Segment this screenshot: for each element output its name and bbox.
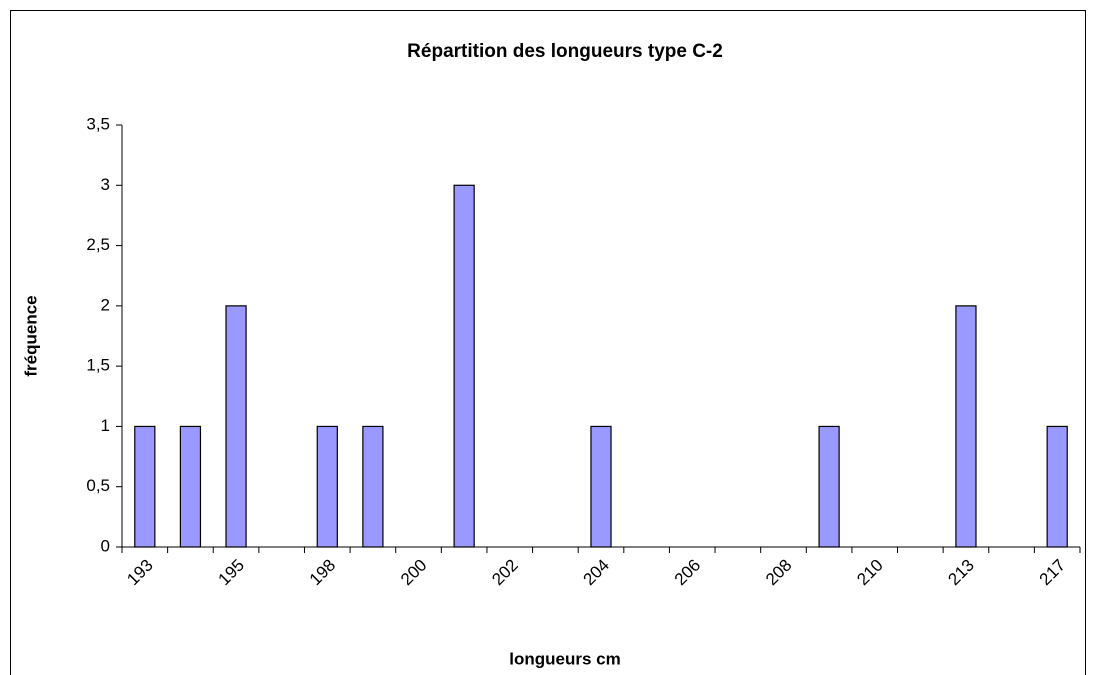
- y-tick-label: 0,5: [86, 476, 110, 495]
- chart-border: [10, 10, 1086, 675]
- y-tick-label: 3: [101, 175, 110, 194]
- bar: [955, 305, 977, 548]
- y-axis-label: fréquence: [21, 295, 40, 376]
- bar: [225, 305, 247, 548]
- chart-title: Répartition des longueurs type C-2: [407, 41, 723, 62]
- y-tick-label: 2,5: [86, 235, 110, 254]
- bar: [179, 425, 202, 548]
- x-axis-label: longueurs cm: [509, 649, 620, 668]
- bar: [362, 425, 384, 548]
- bar: [316, 425, 338, 548]
- y-tick-label: 0: [101, 536, 110, 555]
- bar: [1046, 425, 1068, 548]
- y-tick-label: 1,5: [86, 356, 110, 375]
- bar: [453, 184, 475, 548]
- bar: [134, 425, 156, 548]
- y-tick-label: 2: [101, 295, 110, 314]
- bar: [818, 425, 840, 548]
- y-tick-label: 1: [101, 416, 110, 435]
- bar: [590, 425, 612, 548]
- y-tick-label: 3,5: [86, 114, 110, 133]
